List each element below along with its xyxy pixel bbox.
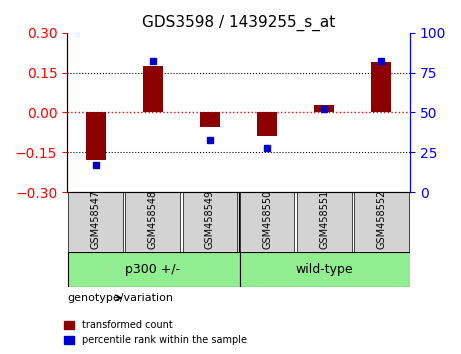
Bar — [200, 113, 220, 127]
Bar — [314, 104, 334, 113]
Legend: transformed count, percentile rank within the sample: transformed count, percentile rank withi… — [60, 316, 250, 349]
FancyBboxPatch shape — [68, 193, 123, 252]
Text: wild-type: wild-type — [296, 263, 353, 276]
Text: genotype/variation: genotype/variation — [67, 293, 173, 303]
Text: GSM458550: GSM458550 — [262, 190, 272, 249]
FancyBboxPatch shape — [297, 193, 352, 252]
Bar — [86, 113, 106, 160]
Text: GSM458548: GSM458548 — [148, 190, 158, 249]
Text: GSM458552: GSM458552 — [376, 190, 386, 249]
FancyBboxPatch shape — [354, 193, 409, 252]
Bar — [257, 113, 277, 137]
Bar — [143, 66, 163, 113]
Title: GDS3598 / 1439255_s_at: GDS3598 / 1439255_s_at — [142, 15, 335, 31]
FancyBboxPatch shape — [240, 252, 411, 287]
FancyBboxPatch shape — [68, 252, 240, 287]
Text: GSM458549: GSM458549 — [205, 190, 215, 249]
FancyBboxPatch shape — [125, 193, 180, 252]
Text: GSM458547: GSM458547 — [91, 190, 100, 249]
Text: GSM458551: GSM458551 — [319, 190, 329, 249]
Bar — [372, 62, 391, 113]
Text: p300 +/-: p300 +/- — [125, 263, 180, 276]
FancyBboxPatch shape — [183, 193, 237, 252]
FancyBboxPatch shape — [240, 193, 295, 252]
